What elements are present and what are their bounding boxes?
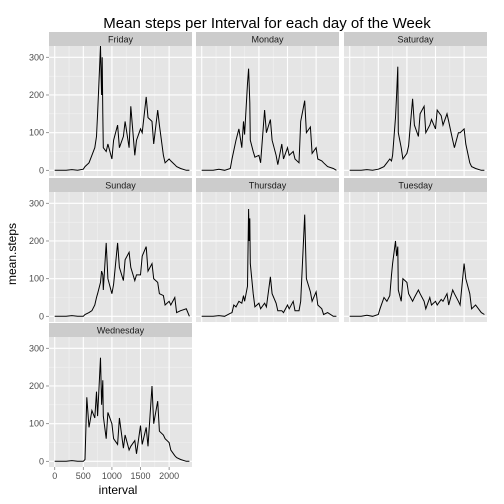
panel-background [344,192,487,322]
facet-monday: Monday [196,32,339,176]
strip-label-tuesday: Tuesday [398,181,433,191]
y-tick-label: 300 [29,343,44,353]
x-tick-label: 2000 [159,471,179,481]
x-axis-title: interval [99,483,138,497]
x-tick-label: 1000 [102,471,122,481]
y-axis-title: mean.steps [5,223,19,285]
series-line-thursday [201,208,337,317]
strip-wednesday [49,323,192,337]
facet-friday: Friday 0 100 200 300 [29,32,192,176]
y-tick-label: 0 [39,456,44,466]
y-tick-label: 0 [39,311,44,321]
x-tick-label: 500 [76,471,91,481]
chart-title: Mean steps per Interval for each day of … [103,15,431,32]
panel-background [49,192,192,322]
panel-background [344,46,487,176]
facet-wednesday: Wednesday 0 100 200 300 0 500 1000 1500 2000 [29,323,192,481]
facet-thursday: Thursday [196,178,339,322]
y-tick-label: 0 [39,165,44,175]
strip-tuesday [344,178,487,192]
y-tick-label: 200 [29,90,44,100]
strip-saturday [344,32,487,46]
panel-background [49,337,192,467]
y-tick-label: 300 [29,198,44,208]
x-tick-label: 0 [52,471,57,481]
y-tick-label: 100 [29,419,44,429]
series-line-saturday [349,66,485,171]
panel-background [49,46,192,176]
strip-label-thursday: Thursday [249,181,287,191]
strip-label-sunday: Sunday [105,181,136,191]
strip-label-monday: Monday [251,35,284,45]
x-tick-label: 1500 [131,471,151,481]
strip-sunday [49,178,192,192]
y-tick-label: 300 [29,52,44,62]
strip-label-friday: Friday [108,35,134,45]
series-line-sunday [54,242,190,317]
y-tick-label: 100 [29,128,44,138]
facet-panels: Friday 0 100 200 300 Monday Saturday Sunday 0 100… [29,32,487,481]
series-line-monday [201,68,337,171]
panel-background [196,46,339,176]
y-tick-label: 200 [29,236,44,246]
series-line-wednesday [54,357,190,462]
facet-tuesday: Tuesday [344,178,487,322]
strip-friday [49,32,192,46]
strip-label-saturday: Saturday [397,35,434,45]
facet-sunday: Sunday 0 100 200 300 [29,178,192,322]
y-tick-label: 100 [29,274,44,284]
strip-label-wednesday: Wednesday [97,326,145,336]
strip-monday [196,32,339,46]
series-line-tuesday [349,240,485,317]
facet-saturday: Saturday [344,32,487,176]
y-tick-label: 200 [29,381,44,391]
series-line-friday [54,45,190,171]
strip-thursday [196,178,339,192]
